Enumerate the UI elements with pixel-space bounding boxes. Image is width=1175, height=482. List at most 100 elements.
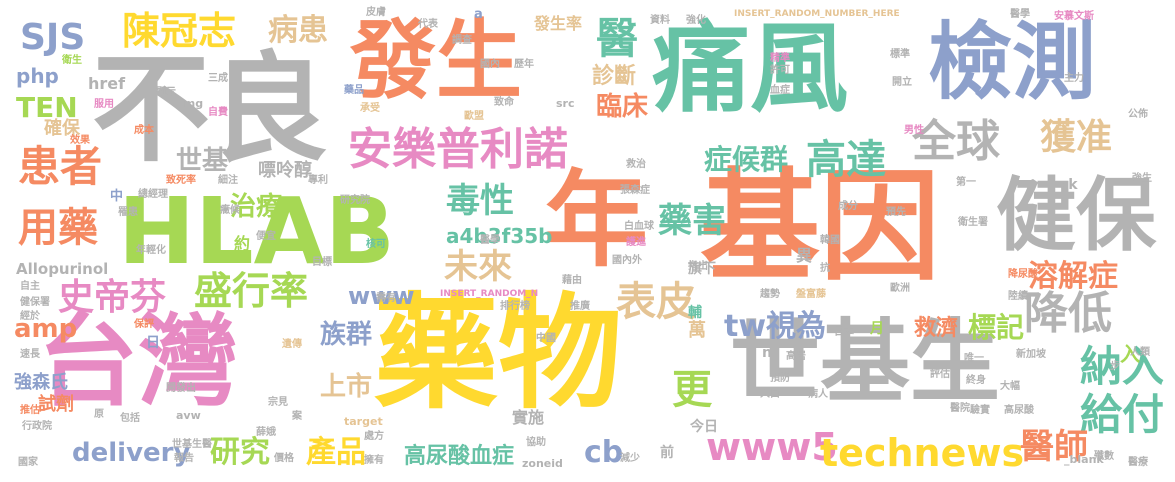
word: 給付 (1080, 390, 1165, 439)
word: 總經理 (138, 189, 168, 200)
word: a (474, 7, 483, 22)
word: _blank (1064, 453, 1104, 466)
word: 國內外 (612, 255, 642, 266)
word: 產品 (306, 435, 366, 470)
word: 推估 (20, 405, 40, 416)
word: 藉由 (562, 275, 582, 286)
word: 約 (234, 234, 251, 253)
word: 日 (146, 335, 160, 351)
word: 醫療 (1128, 457, 1148, 468)
word: avw (176, 409, 201, 422)
word: 目標 (312, 257, 332, 268)
word: zoneid (522, 457, 563, 470)
word: 藥物 (374, 282, 623, 426)
word: 自主 (20, 281, 40, 292)
word: 陸續 (1008, 291, 1028, 302)
word: technews (820, 431, 1025, 475)
word: www5 (706, 425, 838, 469)
word: 健保署 (20, 297, 50, 308)
word: 發生率 (534, 14, 583, 33)
word: 中 (110, 189, 124, 204)
word: 報告 (174, 453, 194, 464)
word: 抗 (820, 263, 830, 274)
word: 張森症 (620, 185, 650, 196)
word: 衛生署 (958, 217, 988, 228)
word: 救濟 (914, 316, 959, 341)
word: 新加坡 (1016, 349, 1046, 360)
word: 全球 (912, 116, 1000, 167)
word: 血症 (770, 85, 790, 96)
word: 試劑 (38, 394, 74, 415)
word: 韓國 (820, 235, 840, 246)
word: img (180, 97, 204, 110)
word: 上市 (320, 372, 373, 402)
word: TEN (16, 91, 78, 124)
word: 資料 (650, 15, 670, 26)
word: 台灣 (38, 303, 238, 420)
word: 未來 (444, 247, 512, 287)
word: 三成 (208, 73, 228, 84)
word: 許可 (770, 65, 790, 76)
word: www (348, 282, 415, 310)
word: 開立 (892, 77, 912, 88)
word: 納入 (1080, 342, 1165, 391)
word: 救治 (626, 159, 646, 170)
word: target (344, 415, 383, 428)
word: 檢測 (928, 13, 1097, 111)
word: 致死率 (166, 175, 196, 186)
word: 史帝芬 (58, 277, 167, 318)
word: SJS (20, 17, 86, 58)
word: Allopurinol (16, 260, 109, 278)
word: 人類 (1130, 347, 1150, 358)
word: 世基 (176, 146, 229, 176)
word: 歐盟 (464, 111, 484, 122)
word: 降尿酸 (1008, 269, 1038, 280)
word: 包括 (120, 413, 140, 424)
word: 顯示 (156, 87, 176, 98)
word: 案 (292, 411, 302, 422)
word: 年 (544, 159, 649, 281)
word: 健保 (996, 169, 1156, 262)
word: 強森氏 (14, 372, 68, 393)
word: 皮膚 (366, 7, 386, 18)
word: 指出 (688, 261, 708, 272)
word: 成分 (838, 201, 858, 212)
word: delivery (72, 438, 191, 468)
word: 醫師 (1020, 427, 1088, 467)
word: 旗下 (688, 261, 716, 277)
word: 護進 (626, 237, 646, 248)
word: a4b3f35b (446, 224, 553, 248)
word: 減少 (620, 453, 640, 464)
word: 國家 (18, 457, 38, 468)
word: 罹患 (118, 207, 138, 218)
word: src (556, 97, 575, 110)
word: 醫院 (950, 403, 970, 414)
word: 驗實 (970, 405, 990, 416)
word: 殲數 (1094, 451, 1114, 462)
word: INSERT_RANDOM_NUMBER_HERE (734, 9, 900, 19)
word: 高居 (786, 351, 806, 362)
word: 盛行率 (194, 269, 309, 313)
word: 表皮 (616, 279, 696, 325)
word: 高尿酸 (1004, 405, 1034, 416)
word: 病人 (808, 389, 828, 400)
word: 藥害 (658, 201, 726, 241)
word: 異 (796, 246, 813, 265)
word: 公佈 (1128, 109, 1148, 120)
word: 降低 (1024, 288, 1112, 339)
word: 診斷 (592, 64, 637, 89)
word: 擁有 (364, 455, 384, 466)
word: 藥品 (344, 85, 364, 96)
word: 痛風 (652, 12, 849, 126)
word: 便宜 (256, 231, 276, 242)
word: 排行榜 (500, 301, 530, 312)
word: 前 (660, 445, 674, 461)
word: 代表 (418, 19, 438, 30)
word: 研究 (210, 435, 270, 470)
word: 調查 (452, 35, 472, 46)
word: 世基生醫 (172, 439, 212, 450)
word: 醫學 (1010, 9, 1030, 20)
word: 醫學 (480, 235, 500, 246)
word: 發生 (350, 11, 522, 111)
